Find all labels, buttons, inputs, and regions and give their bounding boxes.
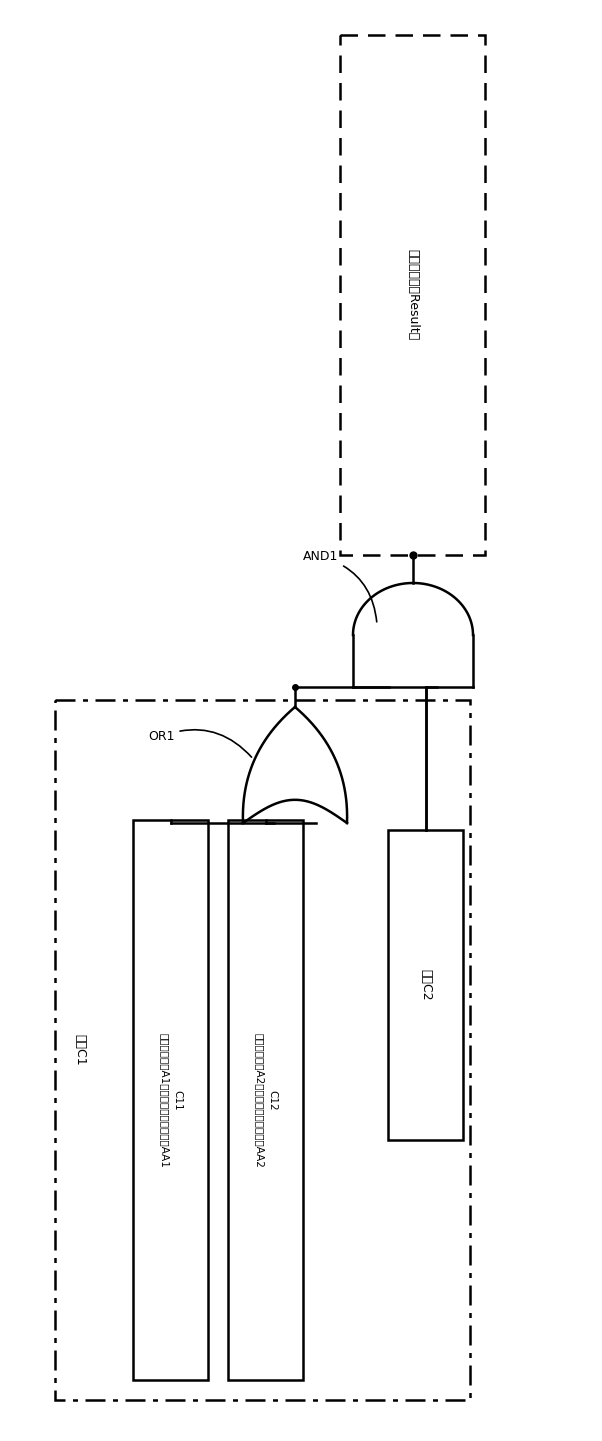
Text: C11
第１対地高度A1＜第１アプローチ高度AA1: C11 第１対地高度A1＜第１アプローチ高度AA1 [159, 1033, 182, 1167]
Bar [133, 820, 208, 1380]
Text: 条件C1: 条件C1 [73, 1035, 87, 1066]
Bar [340, 35, 485, 555]
Bar [228, 820, 303, 1380]
Text: 条件C2: 条件C2 [419, 970, 432, 1001]
Bar [55, 700, 470, 1401]
Text: OR1: OR1 [148, 729, 252, 757]
Text: アプローチ（Result）: アプローチ（Result） [406, 249, 419, 340]
Text: C12
第２対地高度A2＜第２アプローチ高度AA2: C12 第２対地高度A2＜第２アプローチ高度AA2 [254, 1033, 277, 1167]
Text: AND1: AND1 [303, 550, 377, 623]
Bar [388, 830, 463, 1140]
